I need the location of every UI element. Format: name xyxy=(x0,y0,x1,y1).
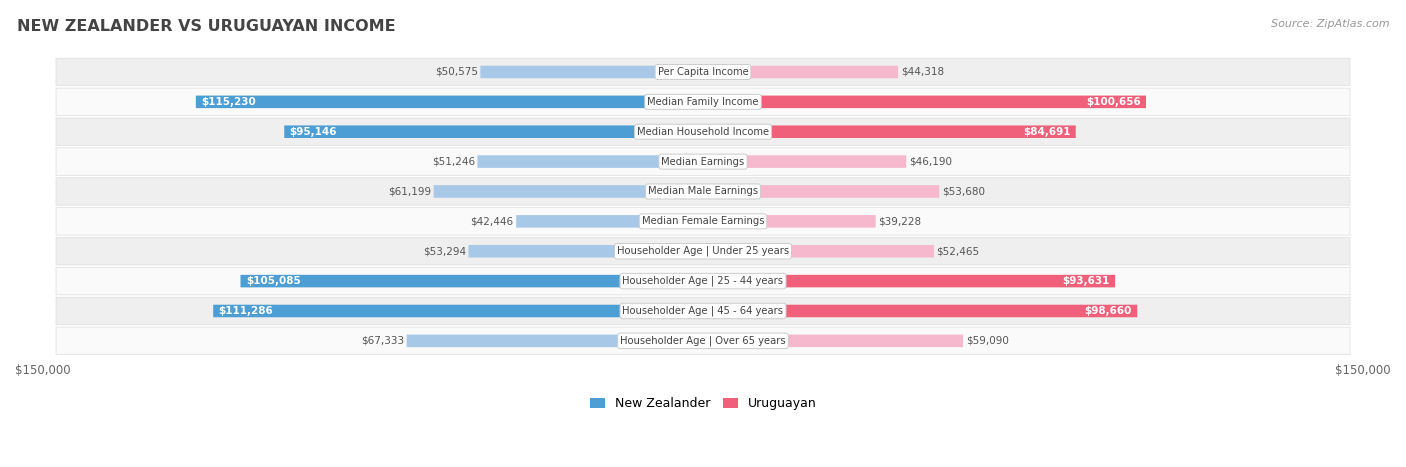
FancyBboxPatch shape xyxy=(240,275,703,287)
FancyBboxPatch shape xyxy=(433,185,703,198)
Text: $61,199: $61,199 xyxy=(388,186,432,197)
Text: $46,190: $46,190 xyxy=(908,156,952,167)
Legend: New Zealander, Uruguayan: New Zealander, Uruguayan xyxy=(585,392,821,415)
FancyBboxPatch shape xyxy=(703,96,1146,108)
Text: $100,656: $100,656 xyxy=(1085,97,1140,107)
Text: NEW ZEALANDER VS URUGUAYAN INCOME: NEW ZEALANDER VS URUGUAYAN INCOME xyxy=(17,19,395,34)
FancyBboxPatch shape xyxy=(56,88,1350,116)
FancyBboxPatch shape xyxy=(703,126,1076,138)
Text: $53,294: $53,294 xyxy=(423,246,465,256)
FancyBboxPatch shape xyxy=(195,96,703,108)
FancyBboxPatch shape xyxy=(56,327,1350,354)
FancyBboxPatch shape xyxy=(406,334,703,347)
Text: Median Earnings: Median Earnings xyxy=(661,156,745,167)
Text: $111,286: $111,286 xyxy=(218,306,273,316)
Text: Householder Age | Under 25 years: Householder Age | Under 25 years xyxy=(617,246,789,256)
Text: Source: ZipAtlas.com: Source: ZipAtlas.com xyxy=(1271,19,1389,28)
FancyBboxPatch shape xyxy=(214,304,703,317)
Text: $52,465: $52,465 xyxy=(936,246,980,256)
FancyBboxPatch shape xyxy=(703,275,1115,287)
FancyBboxPatch shape xyxy=(703,66,898,78)
Text: Median Female Earnings: Median Female Earnings xyxy=(641,216,765,226)
Text: $59,090: $59,090 xyxy=(966,336,1008,346)
Text: Median Family Income: Median Family Income xyxy=(647,97,759,107)
Text: $95,146: $95,146 xyxy=(290,127,337,137)
FancyBboxPatch shape xyxy=(481,66,703,78)
Text: $39,228: $39,228 xyxy=(879,216,921,226)
FancyBboxPatch shape xyxy=(703,215,876,227)
Text: $84,691: $84,691 xyxy=(1024,127,1070,137)
Text: $93,631: $93,631 xyxy=(1063,276,1109,286)
Text: $105,085: $105,085 xyxy=(246,276,301,286)
FancyBboxPatch shape xyxy=(516,215,703,227)
Text: $67,333: $67,333 xyxy=(361,336,404,346)
FancyBboxPatch shape xyxy=(703,334,963,347)
Text: $51,246: $51,246 xyxy=(432,156,475,167)
FancyBboxPatch shape xyxy=(56,178,1350,205)
FancyBboxPatch shape xyxy=(56,58,1350,86)
Text: $50,575: $50,575 xyxy=(434,67,478,77)
FancyBboxPatch shape xyxy=(56,238,1350,265)
Text: $115,230: $115,230 xyxy=(201,97,256,107)
Text: Householder Age | 45 - 64 years: Householder Age | 45 - 64 years xyxy=(623,306,783,316)
FancyBboxPatch shape xyxy=(56,118,1350,145)
FancyBboxPatch shape xyxy=(703,185,939,198)
Text: Householder Age | 25 - 44 years: Householder Age | 25 - 44 years xyxy=(623,276,783,286)
Text: Median Household Income: Median Household Income xyxy=(637,127,769,137)
Text: $44,318: $44,318 xyxy=(901,67,943,77)
Text: Median Male Earnings: Median Male Earnings xyxy=(648,186,758,197)
Text: $42,446: $42,446 xyxy=(471,216,513,226)
FancyBboxPatch shape xyxy=(703,304,1137,317)
FancyBboxPatch shape xyxy=(56,297,1350,325)
Text: Householder Age | Over 65 years: Householder Age | Over 65 years xyxy=(620,336,786,346)
FancyBboxPatch shape xyxy=(56,148,1350,175)
FancyBboxPatch shape xyxy=(284,126,703,138)
Text: Per Capita Income: Per Capita Income xyxy=(658,67,748,77)
FancyBboxPatch shape xyxy=(56,267,1350,295)
Text: $53,680: $53,680 xyxy=(942,186,984,197)
Text: $98,660: $98,660 xyxy=(1084,306,1132,316)
FancyBboxPatch shape xyxy=(478,156,703,168)
FancyBboxPatch shape xyxy=(703,156,907,168)
FancyBboxPatch shape xyxy=(56,208,1350,235)
FancyBboxPatch shape xyxy=(703,245,934,257)
FancyBboxPatch shape xyxy=(468,245,703,257)
